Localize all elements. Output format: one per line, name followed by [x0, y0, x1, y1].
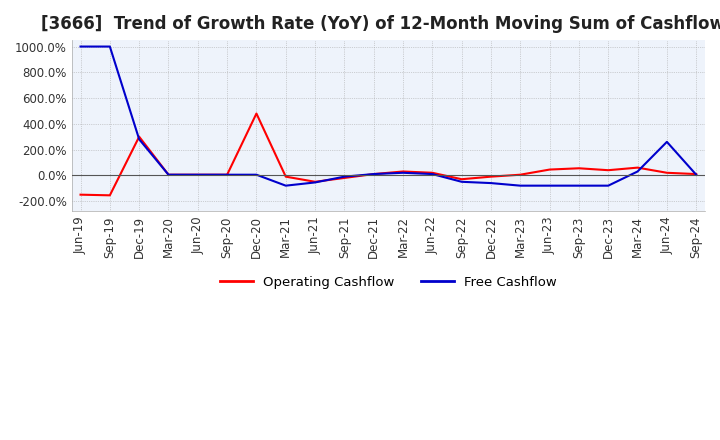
Free Cashflow: [487, 180, 495, 186]
Operating Cashflow: [76, 192, 85, 197]
Operating Cashflow: [575, 165, 583, 171]
Free Cashflow: [516, 183, 525, 188]
Free Cashflow: [604, 183, 613, 188]
Free Cashflow: [399, 170, 408, 176]
Free Cashflow: [692, 172, 701, 177]
Operating Cashflow: [106, 193, 114, 198]
Operating Cashflow: [457, 176, 466, 182]
Operating Cashflow: [604, 168, 613, 173]
Operating Cashflow: [135, 134, 143, 139]
Operating Cashflow: [428, 170, 436, 176]
Operating Cashflow: [311, 179, 320, 184]
Operating Cashflow: [399, 169, 408, 174]
Free Cashflow: [135, 137, 143, 142]
Free Cashflow: [545, 183, 554, 188]
Free Cashflow: [457, 179, 466, 184]
Operating Cashflow: [487, 174, 495, 179]
Operating Cashflow: [692, 172, 701, 177]
Free Cashflow: [106, 44, 114, 49]
Line: Operating Cashflow: Operating Cashflow: [81, 114, 696, 195]
Free Cashflow: [369, 172, 378, 177]
Line: Free Cashflow: Free Cashflow: [81, 47, 696, 186]
Operating Cashflow: [369, 172, 378, 177]
Free Cashflow: [282, 183, 290, 188]
Free Cashflow: [311, 180, 320, 185]
Free Cashflow: [194, 172, 202, 177]
Free Cashflow: [662, 139, 671, 144]
Operating Cashflow: [282, 174, 290, 179]
Free Cashflow: [575, 183, 583, 188]
Free Cashflow: [222, 172, 231, 177]
Free Cashflow: [634, 169, 642, 174]
Free Cashflow: [428, 172, 436, 177]
Operating Cashflow: [340, 175, 348, 180]
Operating Cashflow: [164, 172, 173, 177]
Operating Cashflow: [194, 172, 202, 177]
Free Cashflow: [252, 172, 261, 177]
Operating Cashflow: [662, 170, 671, 176]
Free Cashflow: [340, 174, 348, 179]
Operating Cashflow: [252, 111, 261, 116]
Operating Cashflow: [516, 172, 525, 177]
Free Cashflow: [164, 172, 173, 177]
Operating Cashflow: [222, 172, 231, 177]
Title: [3666]  Trend of Growth Rate (YoY) of 12-Month Moving Sum of Cashflows: [3666] Trend of Growth Rate (YoY) of 12-…: [42, 15, 720, 33]
Legend: Operating Cashflow, Free Cashflow: Operating Cashflow, Free Cashflow: [215, 270, 562, 294]
Free Cashflow: [76, 44, 85, 49]
Operating Cashflow: [634, 165, 642, 170]
Operating Cashflow: [545, 167, 554, 172]
